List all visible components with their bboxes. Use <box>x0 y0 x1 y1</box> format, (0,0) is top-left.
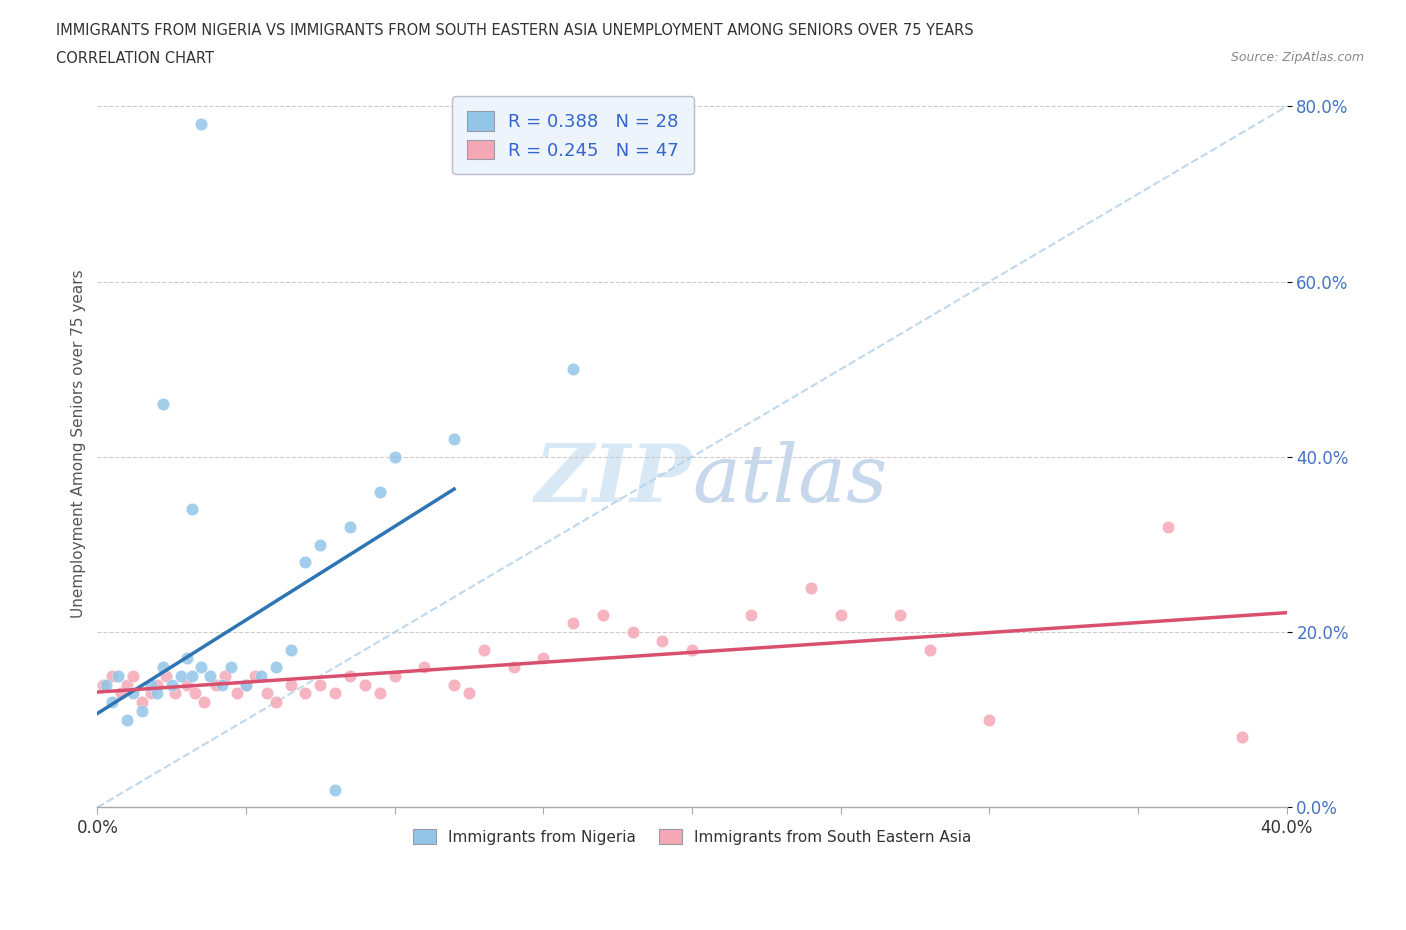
Point <box>384 449 406 464</box>
Point <box>176 677 198 692</box>
Point <box>152 659 174 674</box>
Point <box>219 659 242 674</box>
Point <box>264 695 287 710</box>
Y-axis label: Unemployment Among Seniors over 75 years: Unemployment Among Seniors over 75 years <box>72 270 86 618</box>
Point <box>181 669 204 684</box>
Point <box>235 677 257 692</box>
Point <box>562 362 585 377</box>
Point <box>384 669 406 684</box>
Point <box>235 677 257 692</box>
Point <box>354 677 377 692</box>
Point <box>531 651 554 666</box>
Point <box>200 669 222 684</box>
Point <box>309 677 332 692</box>
Point <box>294 686 316 701</box>
Point <box>368 485 391 499</box>
Point <box>309 538 332 552</box>
Point <box>339 669 361 684</box>
Point <box>339 520 361 535</box>
Point <box>472 643 495 658</box>
Point <box>264 659 287 674</box>
Point <box>107 669 129 684</box>
Point <box>146 677 169 692</box>
Point <box>621 625 644 640</box>
Point <box>131 695 153 710</box>
Point <box>443 432 465 446</box>
Point <box>146 686 169 701</box>
Point <box>323 686 346 701</box>
Point <box>110 686 132 701</box>
Legend: Immigrants from Nigeria, Immigrants from South Eastern Asia: Immigrants from Nigeria, Immigrants from… <box>406 822 977 851</box>
Point <box>160 677 183 692</box>
Point <box>211 677 233 692</box>
Point <box>256 686 278 701</box>
Point <box>155 669 177 684</box>
Point <box>740 607 762 622</box>
Text: IMMIGRANTS FROM NIGERIA VS IMMIGRANTS FROM SOUTH EASTERN ASIA UNEMPLOYMENT AMONG: IMMIGRANTS FROM NIGERIA VS IMMIGRANTS FR… <box>56 23 974 38</box>
Point <box>139 686 162 701</box>
Point <box>562 616 585 631</box>
Point <box>169 669 191 684</box>
Point <box>122 686 145 701</box>
Point <box>181 502 204 517</box>
Point <box>681 643 703 658</box>
Point <box>502 659 524 674</box>
Point <box>131 704 153 719</box>
Point <box>1156 520 1178 535</box>
Point <box>368 686 391 701</box>
Point <box>101 669 124 684</box>
Point <box>139 677 162 692</box>
Point <box>413 659 436 674</box>
Point <box>176 651 198 666</box>
Point <box>152 397 174 412</box>
Point <box>443 677 465 692</box>
Text: Source: ZipAtlas.com: Source: ZipAtlas.com <box>1230 51 1364 64</box>
Point <box>250 669 273 684</box>
Point <box>214 669 236 684</box>
Point <box>101 695 124 710</box>
Point <box>91 677 114 692</box>
Point <box>193 695 215 710</box>
Point <box>889 607 911 622</box>
Point <box>122 669 145 684</box>
Point <box>280 643 302 658</box>
Point <box>96 677 118 692</box>
Point <box>830 607 852 622</box>
Point <box>226 686 249 701</box>
Point <box>205 677 228 692</box>
Text: CORRELATION CHART: CORRELATION CHART <box>56 51 214 66</box>
Point <box>918 643 941 658</box>
Text: ZIP: ZIP <box>536 442 692 519</box>
Point <box>115 712 138 727</box>
Point <box>800 581 823 596</box>
Point <box>243 669 266 684</box>
Point <box>190 116 212 131</box>
Point <box>651 633 673 648</box>
Point <box>294 554 316 569</box>
Point <box>190 659 212 674</box>
Point <box>115 677 138 692</box>
Point <box>323 782 346 797</box>
Point <box>280 677 302 692</box>
Point <box>979 712 1001 727</box>
Point <box>184 686 207 701</box>
Point <box>1230 730 1253 745</box>
Point <box>163 686 186 701</box>
Point <box>592 607 614 622</box>
Text: atlas: atlas <box>692 442 887 519</box>
Point <box>458 686 481 701</box>
